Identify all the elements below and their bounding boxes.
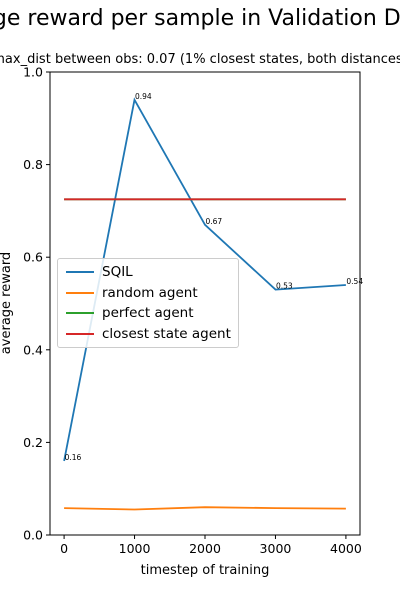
y-tick-label: 1.0	[23, 65, 43, 80]
x-tick-label: 0	[60, 541, 68, 556]
legend-swatch-sqil	[66, 271, 94, 274]
data-label-sqil-1: 0.94	[135, 92, 152, 101]
x-tick-label: 4000	[330, 541, 362, 556]
legend-label-perfect-agent: perfect agent	[102, 305, 194, 322]
legend-item-closest-state-agent: closest state agent	[58, 324, 238, 345]
legend-label-random-agent: random agent	[102, 284, 198, 301]
chart-title: Average reward per sample in Validation …	[0, 6, 400, 31]
y-axis: 0.0 0.2 0.4 0.6 0.8 1.0	[23, 65, 50, 543]
legend-label-closest-state-agent: closest state agent	[102, 325, 231, 342]
x-axis: 0 1000 2000 3000 4000	[60, 535, 362, 556]
legend-item-random-agent: random agent	[58, 283, 238, 304]
chart-subtitle: max_dist between obs: 0.07 (1% closest s…	[0, 52, 400, 67]
y-tick-label: 0.0	[23, 528, 43, 543]
legend-label-sqil: SQIL	[102, 264, 133, 281]
series-line-sqil	[63, 97, 346, 462]
point-labels: 0.16 0.94 0.67 0.53 0.54	[65, 92, 364, 462]
legend-item-perfect-agent: perfect agent	[58, 303, 238, 324]
y-tick-label: 0.2	[23, 435, 43, 450]
series-layer	[63, 97, 346, 511]
x-tick-label: 1000	[119, 541, 151, 556]
data-label-sqil-3: 0.53	[276, 282, 293, 291]
legend-item-sqil: SQIL	[58, 262, 238, 283]
data-label-sqil-4: 0.54	[346, 277, 363, 286]
x-tick-label: 2000	[189, 541, 221, 556]
legend-swatch-random-agent	[66, 291, 94, 294]
legend-swatch-closest-state-agent	[66, 332, 94, 335]
y-tick-label: 0.8	[23, 157, 43, 172]
legend-swatch-perfect-agent	[66, 312, 94, 315]
data-label-sqil-2: 0.67	[206, 217, 223, 226]
y-axis-label: average reward	[0, 252, 14, 354]
y-tick-label: 0.6	[23, 250, 43, 265]
y-tick-label: 0.4	[23, 342, 43, 357]
chart-legend: SQIL random agent perfect agent closest …	[57, 258, 239, 348]
x-axis-label: timestep of training	[141, 563, 270, 578]
data-label-sqil-0: 0.16	[65, 453, 82, 462]
series-line-random-agent	[64, 506, 346, 511]
x-tick-label: 3000	[260, 541, 292, 556]
